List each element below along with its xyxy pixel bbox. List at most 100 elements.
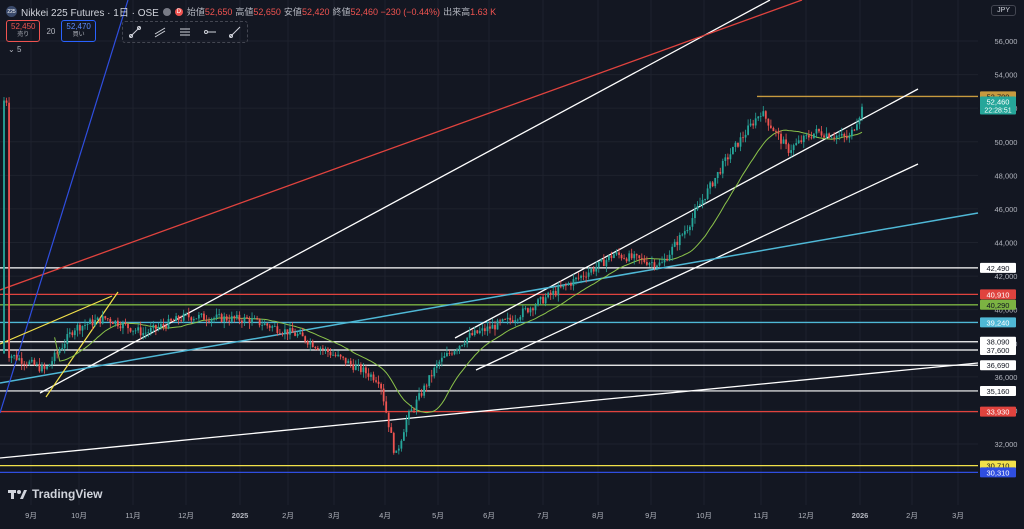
candle-body xyxy=(114,320,117,325)
candle-body xyxy=(309,341,312,345)
candle-body xyxy=(483,328,486,332)
candle-body xyxy=(111,322,114,325)
candle-body xyxy=(205,319,208,321)
candle-body xyxy=(557,286,560,296)
symbol-header: 225 Nikkei 225 Futures · 1日 · OSE D 始値52… xyxy=(6,4,499,19)
candle-body xyxy=(15,355,18,360)
candle-body xyxy=(372,374,375,381)
x-tick-label: 12月 xyxy=(798,511,814,520)
buy-button[interactable]: 52,470 買い xyxy=(61,20,96,42)
candle-body xyxy=(8,102,10,358)
ohlc-key: 安値 xyxy=(283,7,302,17)
candle-body xyxy=(651,262,653,264)
candle-body xyxy=(810,137,813,139)
candle-body xyxy=(354,365,357,370)
currency-selector[interactable]: JPY xyxy=(991,5,1016,16)
candle-body xyxy=(511,320,514,323)
candle-body xyxy=(185,313,188,315)
candle-body xyxy=(43,365,46,369)
price-label: 38,090 xyxy=(987,338,1010,347)
candle-body xyxy=(602,259,605,267)
candle-body xyxy=(177,316,180,321)
candle-body xyxy=(435,363,438,368)
indicators-toggle[interactable]: ⌄ 5 xyxy=(8,45,21,54)
candle-body xyxy=(48,364,51,367)
candle-body xyxy=(84,324,86,326)
candle-body xyxy=(848,136,851,139)
candle-body xyxy=(180,320,183,322)
candle-body xyxy=(332,354,334,356)
candle-body xyxy=(405,419,408,433)
candle-body xyxy=(797,140,800,144)
candle-body xyxy=(691,218,694,227)
candle-body xyxy=(352,364,355,370)
candle-body xyxy=(286,329,289,335)
candle-body xyxy=(329,352,332,356)
y-tick-label: 42,000 xyxy=(995,272,1018,281)
candle-body xyxy=(238,314,241,321)
ohlc-value: 52,650 xyxy=(204,7,233,17)
candle-body xyxy=(552,290,555,295)
trendline xyxy=(475,163,919,371)
candle-body xyxy=(94,320,97,326)
candle-body xyxy=(752,123,755,126)
candle-body xyxy=(805,135,808,137)
candle-body xyxy=(165,325,167,329)
parallel-channel-icon[interactable] xyxy=(152,25,168,39)
candle-body xyxy=(585,276,588,278)
candle-body xyxy=(370,374,372,377)
candle-body xyxy=(132,330,134,332)
candle-body xyxy=(299,332,302,334)
candle-body xyxy=(327,348,329,353)
candle-body xyxy=(514,320,517,323)
symbol-title[interactable]: Nikkei 225 Futures · 1日 · OSE xyxy=(21,8,159,19)
candle-body xyxy=(71,332,74,336)
pitchfork-icon[interactable] xyxy=(177,25,193,39)
sell-button[interactable]: 52,450 売り xyxy=(6,20,41,42)
candle-body xyxy=(149,327,152,333)
candle-body xyxy=(663,258,666,263)
candle-body xyxy=(742,137,744,139)
y-tick-label: 48,000 xyxy=(995,171,1018,180)
candle-body xyxy=(46,366,48,369)
ruler-icon[interactable] xyxy=(227,25,243,39)
candle-body xyxy=(304,336,307,342)
candle-body xyxy=(635,254,638,256)
candle-body xyxy=(367,373,370,377)
candle-body xyxy=(496,320,499,330)
candle-body xyxy=(51,361,53,365)
candle-body xyxy=(448,353,451,354)
candle-body xyxy=(25,364,28,366)
candle-body xyxy=(89,319,91,325)
ohlc-value: 1.63 K xyxy=(470,7,497,17)
candle-body xyxy=(628,253,631,262)
price-label: 39,240 xyxy=(987,318,1010,327)
symbol-logo-icon[interactable]: 225 xyxy=(6,6,17,17)
candle-body xyxy=(99,317,102,324)
candle-body xyxy=(390,427,393,433)
x-tick-label: 8月 xyxy=(592,511,604,520)
x-tick-label: 11月 xyxy=(125,511,140,520)
trendline xyxy=(45,291,119,398)
candle-body xyxy=(747,125,750,135)
candle-body xyxy=(430,375,433,377)
trendline-tool-icon[interactable] xyxy=(127,25,143,39)
candle-body xyxy=(542,296,544,304)
candle-body xyxy=(489,326,491,329)
candle-body xyxy=(339,354,342,357)
candle-body xyxy=(10,356,13,358)
candle-body xyxy=(744,134,747,138)
candle-body xyxy=(547,292,550,298)
y-tick-label: 40,000 xyxy=(995,306,1018,315)
candle-body xyxy=(273,326,276,328)
candle-body xyxy=(807,135,810,138)
buy-price: 52,470 xyxy=(66,22,91,31)
candle-body xyxy=(79,324,81,331)
buy-label: 買い xyxy=(72,32,85,38)
candle-body xyxy=(342,356,345,358)
horizontal-ray-icon[interactable] xyxy=(202,25,218,39)
candle-body xyxy=(668,254,671,261)
price-label-box xyxy=(980,262,1016,273)
candle-body xyxy=(294,332,296,336)
